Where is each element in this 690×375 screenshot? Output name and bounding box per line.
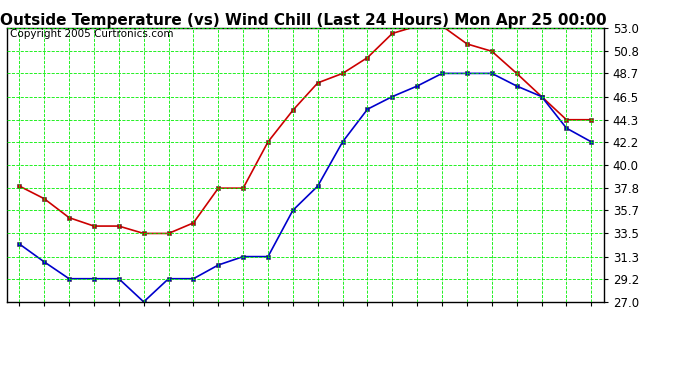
Text: 18:00: 18:00 [437, 308, 447, 339]
Text: 23:00: 23:00 [562, 308, 571, 339]
Text: 03:00: 03:00 [64, 308, 74, 339]
Text: 21:00: 21:00 [512, 308, 522, 339]
Text: Outside Temperature (vs) Wind Chill (Last 24 Hours) Mon Apr 25 00:00: Outside Temperature (vs) Wind Chill (Las… [0, 13, 607, 28]
Text: 10:00: 10:00 [238, 308, 248, 339]
Text: 05:00: 05:00 [114, 308, 124, 339]
Text: 13:00: 13:00 [313, 308, 323, 339]
Text: 19:00: 19:00 [462, 308, 472, 339]
Text: 17:00: 17:00 [412, 308, 422, 339]
Text: 12:00: 12:00 [288, 308, 298, 339]
Text: 15:00: 15:00 [362, 308, 373, 339]
Text: 09:00: 09:00 [213, 308, 224, 339]
Text: 04:00: 04:00 [89, 308, 99, 339]
Text: 22:00: 22:00 [537, 308, 546, 339]
Text: 02:00: 02:00 [39, 308, 49, 339]
Text: 07:00: 07:00 [164, 308, 174, 339]
Text: 00:00: 00:00 [586, 308, 596, 339]
Text: 08:00: 08:00 [188, 308, 199, 339]
Text: 06:00: 06:00 [139, 308, 148, 339]
Text: 14:00: 14:00 [337, 308, 348, 339]
Text: 11:00: 11:00 [263, 308, 273, 339]
Text: 16:00: 16:00 [387, 308, 397, 339]
Text: 01:00: 01:00 [14, 308, 24, 339]
Text: Copyright 2005 Curtronics.com: Copyright 2005 Curtronics.com [10, 30, 173, 39]
Text: 20:00: 20:00 [487, 308, 497, 339]
